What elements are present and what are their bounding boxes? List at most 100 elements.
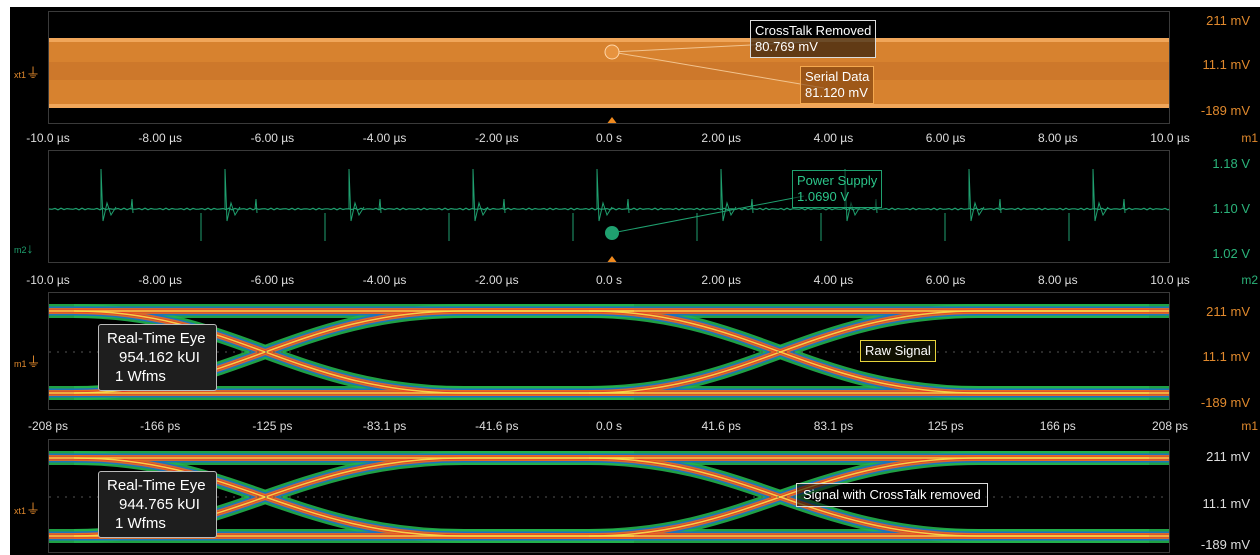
power-spike <box>968 168 1002 222</box>
axis-tick-label: -8.00 µs <box>138 131 182 145</box>
raw-eye-grid[interactable] <box>48 292 1170 410</box>
axis-tick-label: 0.0 s <box>595 419 623 433</box>
clean-eye-info-box[interactable]: Real-Time Eye 944.765 kUI 1 Wfms <box>98 471 217 538</box>
callout-leader-serial <box>611 51 825 89</box>
power-spike <box>100 168 134 222</box>
time-axis-us-2: -10.0 µs -8.00 µs -6.00 µs -4.00 µs -2.00 µs… <box>10 270 1260 290</box>
axis-tick-label: 125 ps <box>927 419 964 433</box>
time-axis-us-1: -10.0 µs -8.00 µs -6.00 µs -4.00 µs -2.00 µs… <box>10 128 1260 148</box>
axis-tick-label: 6.00 µs <box>925 273 966 287</box>
channel-marker-m2[interactable]: m2↓ <box>14 240 34 256</box>
serial-data-waveform <box>49 38 1169 124</box>
serial-callout-title: Serial Data <box>805 69 870 84</box>
eye-info-ui-count: 954.162 kUI <box>119 349 200 366</box>
power-supply-grid[interactable] <box>48 150 1170 263</box>
clean-eye-grid[interactable] <box>48 439 1170 553</box>
crosstalk-removed-signal-label[interactable]: Signal with CrossTalk removed <box>796 483 988 507</box>
serial-callout-value: 81.120 mV <box>805 85 868 100</box>
power-supply-callout[interactable]: Power Supply 1.0690 V <box>792 170 883 208</box>
serial-data-panel: xt1⏚ CrossTalk Removed 80.769 mV Serial … <box>10 7 1260 127</box>
power-spike <box>472 168 506 222</box>
axis-tag-m2: m2 <box>1241 273 1258 287</box>
axis-tick-label: 2.00 µs <box>701 131 741 145</box>
power-spike <box>224 168 258 222</box>
eye-info-wfms: 1 Wfms <box>115 515 166 532</box>
serial-scale-bottom: -189 mV <box>1200 103 1250 118</box>
time-axis-ps: -208 ps -166 ps -125 ps -83.1 ps -41.6 ps 0.0… <box>10 416 1260 436</box>
axis-tick-label: -10.0 µs <box>26 131 70 145</box>
raw-eye-panel: m1⏚ Real-Time Eye 954.162 kUI 1 Wfms Raw… <box>10 292 1260 412</box>
clean-eye-scale-top: 211 mV <box>1206 449 1250 464</box>
axis-tag-m1: m1 <box>1241 131 1258 145</box>
axis-tick-label: -166 ps <box>140 419 181 433</box>
crosstalk-callout-value: 80.769 mV <box>755 39 818 54</box>
eye-trace-band <box>588 457 1149 537</box>
axis-tick-label: 4.00 µs <box>813 273 854 287</box>
power-supply-panel: m2↓ Power Supply 1.0690 V 1.18 V 1.10 V … <box>10 150 1260 265</box>
axis-tick-label: 6.00 µs <box>925 131 966 145</box>
axis-tick-label: 0.0 s <box>595 131 623 145</box>
power-callout-leader <box>611 195 805 234</box>
serial-scale-mid: 11.1 mV <box>1202 57 1250 72</box>
axis-tick-label: -2.00 µs <box>474 131 519 145</box>
axis-tick-label: 10.0 µs <box>1150 273 1190 287</box>
raw-eye-scale-bottom: -189 mV <box>1200 395 1250 410</box>
axis-tick-label: 2.00 µs <box>701 273 741 287</box>
channel-marker-xt1-eye[interactable]: xt1⏚ <box>14 501 41 517</box>
eye-info-ui-count: 944.765 kUI <box>119 496 200 513</box>
axis-tick-label: -208 ps <box>27 419 69 433</box>
serial-data-callout[interactable]: Serial Data 81.120 mV <box>800 66 875 104</box>
power-scale-mid: 1.10 V <box>1212 201 1250 216</box>
axis-tag-m1-ps: m1 <box>1241 419 1258 433</box>
axis-tick-label: -2.00 µs <box>474 273 519 287</box>
eye-trace-band <box>73 310 634 394</box>
axis-tick-label: 0.0 s <box>595 273 623 287</box>
power-spike <box>596 168 630 222</box>
axis-tick-label: 10.0 µs <box>1150 131 1190 145</box>
power-marker-dot[interactable] <box>605 226 619 240</box>
clean-eye-diagram <box>49 440 1169 552</box>
eye-trace-band <box>73 457 634 537</box>
axis-tick-label: -125 ps <box>252 419 293 433</box>
crosstalk-callout-title: CrossTalk Removed <box>755 23 872 38</box>
power-scale-bottom: 1.02 V <box>1212 246 1250 261</box>
axis-tick-label: -41.6 ps <box>475 419 519 433</box>
axis-tick-label: 8.00 µs <box>1037 131 1078 145</box>
serial-scale-top: 211 mV <box>1206 13 1250 28</box>
eye-trace-band <box>588 457 1149 537</box>
raw-eye-diagram <box>49 293 1169 409</box>
power-callout-title: Power Supply <box>797 173 878 188</box>
serial-marker-dot[interactable] <box>604 44 620 60</box>
power-trace <box>49 207 1169 211</box>
eye-info-wfms: 1 Wfms <box>115 368 166 385</box>
clean-eye-scale-bottom: -189 mV <box>1200 537 1250 552</box>
raw-eye-info-box[interactable]: Real-Time Eye 954.162 kUI 1 Wfms <box>98 324 217 391</box>
axis-tick-label: 4.00 µs <box>813 131 854 145</box>
eye-info-title: Real-Time Eye <box>107 330 206 347</box>
axis-tick-label: 41.6 ps <box>701 419 741 433</box>
power-spike <box>348 168 382 222</box>
axis-tick-label: -6.00 µs <box>250 131 295 145</box>
axis-tick-label: 83.1 ps <box>813 419 854 433</box>
power-supply-waveform <box>49 168 1169 263</box>
clean-eye-scale-mid: 11.1 mV <box>1202 496 1250 511</box>
crosstalk-removed-callout[interactable]: CrossTalk Removed 80.769 mV <box>750 20 877 58</box>
axis-tick-label: -8.00 µs <box>138 273 182 287</box>
axis-tick-label: -10.0 µs <box>26 273 70 287</box>
power-spike <box>1092 168 1126 222</box>
eye-info-title: Real-Time Eye <box>107 477 206 494</box>
trigger-marker-icon[interactable] <box>606 256 618 263</box>
clean-eye-panel: xt1⏚ Real-Time Eye 944.765 kUI 1 Wfms Si… <box>10 439 1260 555</box>
raw-signal-label[interactable]: Raw Signal <box>860 340 936 362</box>
serial-data-grid[interactable] <box>48 11 1170 124</box>
channel-marker-m1[interactable]: m1⏚ <box>14 354 41 370</box>
raw-eye-scale-top: 211 mV <box>1206 304 1250 319</box>
axis-tick-label: -6.00 µs <box>250 273 295 287</box>
eye-trace-band <box>588 310 1149 394</box>
trigger-marker-icon[interactable] <box>606 117 618 124</box>
channel-marker-xt1[interactable]: xt1⏚ <box>14 65 41 81</box>
axis-tick-label: -4.00 µs <box>362 131 407 145</box>
oscilloscope-display: xt1⏚ CrossTalk Removed 80.769 mV Serial … <box>10 7 1260 555</box>
eye-trace-band <box>588 310 1149 394</box>
axis-tick-label: -4.00 µs <box>362 273 407 287</box>
